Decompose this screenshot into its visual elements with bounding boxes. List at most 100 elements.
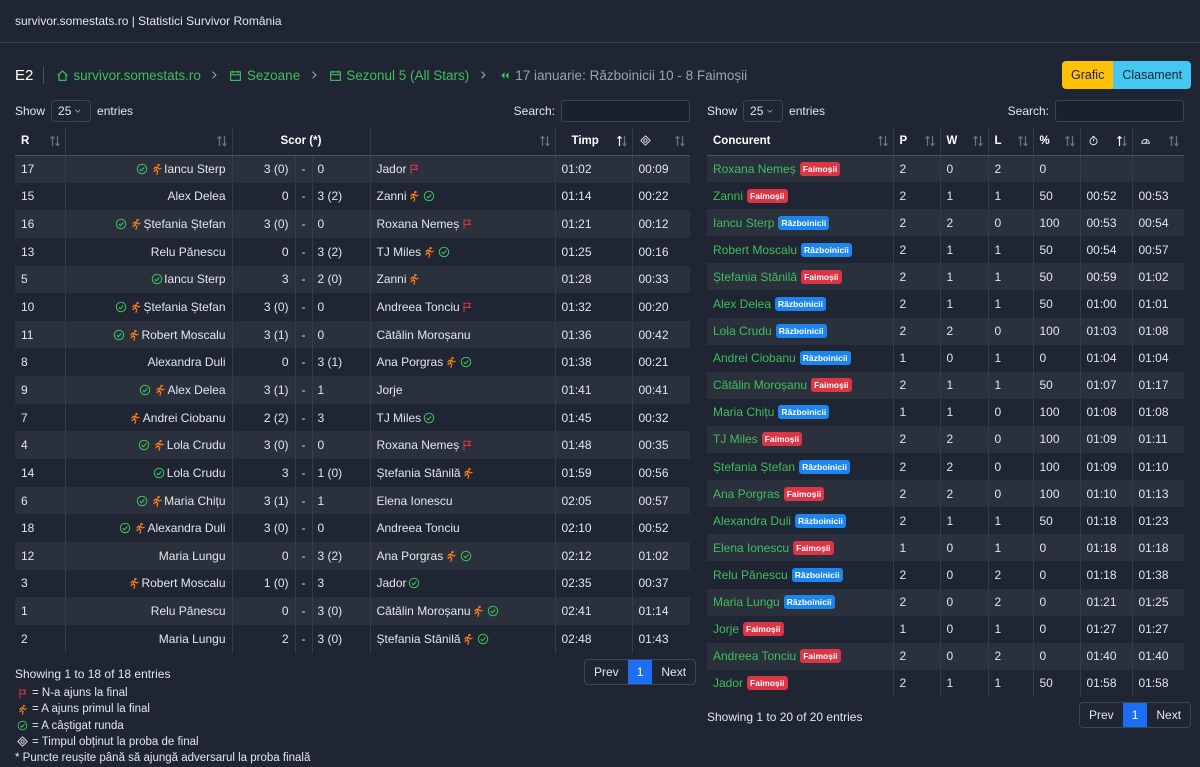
contestant-name[interactable]: Maria Chițu bbox=[713, 405, 775, 420]
crumb-separator bbox=[311, 71, 317, 79]
sort-up bbox=[49, 135, 55, 146]
col-header[interactable] bbox=[1131, 127, 1184, 156]
contestant-name[interactable]: Andrei Ciobanu bbox=[713, 351, 796, 366]
stat: 2 bbox=[892, 155, 940, 183]
player-name: Jorje bbox=[376, 382, 403, 397]
stat: 01:18 bbox=[1079, 534, 1132, 562]
player-name: Jador bbox=[376, 162, 407, 177]
page-button[interactable]: Next bbox=[1156, 708, 1182, 722]
icon bbox=[156, 384, 165, 396]
left-player: Andrei Ciobanu bbox=[64, 403, 232, 432]
round: 8 bbox=[21, 355, 28, 370]
standing-row: Iancu Sterp Războinicii 2 2 0 100 00:53 00:54 bbox=[707, 209, 1184, 237]
page-button[interactable]: Prev bbox=[594, 665, 619, 679]
stat: 01:40 bbox=[1079, 642, 1132, 670]
col-header[interactable]: Concurent bbox=[707, 127, 893, 156]
separator: - bbox=[294, 182, 312, 211]
contestant-name[interactable]: Ștefania Ștefan bbox=[713, 459, 796, 474]
contestant-name[interactable]: Elena Ionescu bbox=[713, 540, 790, 555]
time: 01:38 bbox=[554, 348, 632, 377]
contestant-name[interactable]: Jorje bbox=[713, 622, 740, 637]
icon-part bbox=[428, 246, 432, 250]
contestant-name[interactable]: Iancu Sterp bbox=[713, 215, 775, 230]
separator: - bbox=[294, 237, 312, 266]
player-name: Ana Porgras bbox=[376, 355, 444, 370]
contestant: Jorje Faimoșii bbox=[707, 616, 893, 643]
icon bbox=[115, 218, 127, 230]
contestant-name[interactable]: TJ Miles bbox=[713, 432, 758, 447]
grafic-button[interactable]: Grafic bbox=[1062, 61, 1114, 89]
player-name: Iancu Sterp bbox=[164, 162, 226, 177]
col-header[interactable] bbox=[64, 127, 232, 156]
col-header[interactable] bbox=[1079, 127, 1132, 156]
contestant-name[interactable]: Zanni bbox=[713, 188, 744, 203]
round: 16 bbox=[15, 210, 65, 238]
icon-part bbox=[135, 412, 138, 415]
col-header[interactable]: P bbox=[892, 127, 940, 156]
legend-text: = N-a ajuns la final bbox=[32, 687, 128, 699]
page-button[interactable]: 1 bbox=[627, 660, 653, 684]
stat: 01:08 bbox=[1131, 398, 1184, 426]
icon-part bbox=[116, 332, 122, 338]
col-header[interactable]: R bbox=[15, 127, 65, 156]
col-header[interactable]: L bbox=[987, 127, 1033, 156]
final-time: 00:57 bbox=[631, 486, 690, 515]
length-select[interactable]: 25 bbox=[743, 100, 784, 122]
stat: 2 bbox=[892, 480, 940, 508]
contestant-name[interactable]: Alex Delea bbox=[713, 297, 772, 312]
length-select[interactable]: 25 bbox=[51, 100, 92, 122]
col-header[interactable]: Timp bbox=[554, 127, 632, 156]
col-header[interactable]: W bbox=[939, 127, 988, 156]
search-input[interactable] bbox=[1055, 100, 1184, 122]
icon bbox=[423, 412, 434, 423]
page-button[interactable]: Prev bbox=[1089, 708, 1114, 722]
stat: 50 bbox=[1032, 182, 1080, 210]
col-header[interactable] bbox=[369, 127, 555, 156]
table-info: Showing 1 to 18 of 18 entries bbox=[15, 667, 171, 681]
search-input[interactable] bbox=[561, 100, 690, 122]
right-player: Andreea Tonciu bbox=[369, 514, 555, 542]
sort-up bbox=[972, 135, 978, 146]
contestant-name[interactable]: Lola Crudu bbox=[713, 324, 772, 339]
clasament-button[interactable]: Clasament bbox=[1113, 61, 1192, 89]
legend-icon-part bbox=[22, 704, 25, 707]
contestant: Andreea Tonciu Faimoșii bbox=[707, 642, 893, 670]
col-header[interactable] bbox=[631, 127, 690, 156]
crumb-link[interactable]: Sezoane bbox=[246, 67, 301, 83]
standings-table: Concurent P W L% Roxana Nemeș Faimoșii 2 0 2 0 Zan… bbox=[707, 127, 1184, 697]
round: 17 bbox=[15, 155, 65, 183]
left-player: Alex Delea bbox=[64, 182, 232, 211]
team-badge: Faimoșii bbox=[747, 676, 788, 691]
crumb-link[interactable]: Sezonul 5 (All Stars) bbox=[346, 67, 470, 83]
time: 01:45 bbox=[554, 403, 632, 432]
contestant-name[interactable]: Cătălin Moroșanu bbox=[713, 378, 808, 393]
icon-part bbox=[460, 550, 471, 562]
stat: 100 bbox=[1032, 453, 1080, 481]
sort-icon bbox=[877, 135, 888, 147]
sort-up bbox=[1017, 135, 1023, 146]
contestant-name[interactable]: Andreea Tonciu bbox=[713, 649, 797, 664]
duel-row: 2 Maria Lungu 2-3 (0) Ștefania Stănilă 02:48… bbox=[15, 624, 690, 653]
page-button[interactable]: Next bbox=[661, 665, 687, 679]
crumb-link[interactable]: survivor.somestats.ro bbox=[73, 67, 201, 83]
contestant-name[interactable]: Alexandra Duli bbox=[713, 513, 792, 528]
contestant-name[interactable]: Robert Moscalu bbox=[713, 242, 798, 257]
contestant-name[interactable]: Maria Lungu bbox=[713, 595, 780, 610]
separator: - bbox=[294, 486, 312, 515]
contestant-name[interactable]: Jador bbox=[713, 676, 744, 691]
icon-part bbox=[451, 550, 454, 554]
contestant: Jador Faimoșii bbox=[707, 670, 893, 697]
contestant-name[interactable]: Ana Porgras bbox=[713, 486, 780, 501]
contestant-name[interactable]: Relu Pănescu bbox=[713, 567, 788, 582]
site-title[interactable]: survivor.somestats.ro | Statistici Survi… bbox=[15, 14, 282, 28]
icon bbox=[487, 605, 499, 617]
col-header[interactable]: % bbox=[1032, 127, 1080, 156]
player-name: Alexandra Duli bbox=[147, 521, 226, 536]
contestant-name[interactable]: Roxana Nemeș bbox=[713, 161, 796, 176]
duel-row: 18 Alexandra Duli 3 (0) -0 Andreea Tonciu 02:… bbox=[15, 514, 690, 542]
stat: 01:01 bbox=[1131, 290, 1184, 318]
page-button[interactable]: 1 bbox=[1122, 703, 1148, 727]
stat: 1 bbox=[892, 344, 940, 372]
contestant-name[interactable]: Ștefania Stănilă bbox=[713, 269, 798, 284]
